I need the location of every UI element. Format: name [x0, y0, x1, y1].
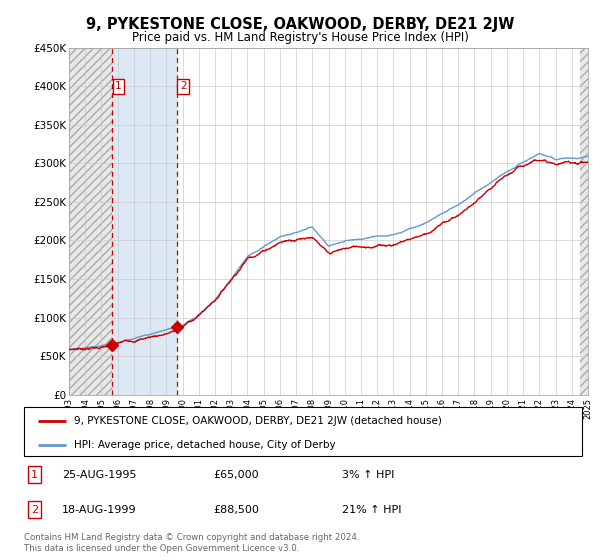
Text: Contains HM Land Registry data © Crown copyright and database right 2024.
This d: Contains HM Land Registry data © Crown c…	[24, 533, 359, 553]
Bar	[580, 48, 588, 395]
Text: 21% ↑ HPI: 21% ↑ HPI	[342, 505, 401, 515]
Text: 2: 2	[180, 81, 187, 91]
Text: Price paid vs. HM Land Registry's House Price Index (HPI): Price paid vs. HM Land Registry's House …	[131, 31, 469, 44]
Bar	[69, 48, 112, 395]
Text: 1: 1	[31, 470, 38, 479]
Text: 1: 1	[115, 81, 122, 91]
Text: £65,000: £65,000	[214, 470, 259, 479]
Text: 25-AUG-1995: 25-AUG-1995	[62, 470, 136, 479]
Text: 9, PYKESTONE CLOSE, OAKWOOD, DERBY, DE21 2JW: 9, PYKESTONE CLOSE, OAKWOOD, DERBY, DE21…	[86, 17, 514, 32]
Text: £88,500: £88,500	[214, 505, 260, 515]
Bar	[69, 48, 112, 395]
Bar	[580, 48, 588, 395]
Text: HPI: Average price, detached house, City of Derby: HPI: Average price, detached house, City…	[74, 440, 336, 450]
Text: 3% ↑ HPI: 3% ↑ HPI	[342, 470, 394, 479]
FancyBboxPatch shape	[24, 407, 582, 456]
Text: 9, PYKESTONE CLOSE, OAKWOOD, DERBY, DE21 2JW (detached house): 9, PYKESTONE CLOSE, OAKWOOD, DERBY, DE21…	[74, 416, 442, 426]
Bar	[112, 48, 177, 395]
Text: 18-AUG-1999: 18-AUG-1999	[62, 505, 137, 515]
Text: 2: 2	[31, 505, 38, 515]
